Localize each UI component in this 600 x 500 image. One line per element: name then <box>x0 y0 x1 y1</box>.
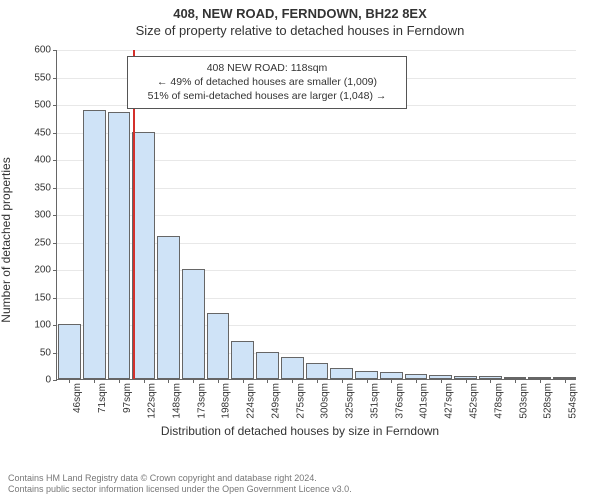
xtick-mark <box>367 379 368 383</box>
xtick-label: 275sqm <box>295 379 306 419</box>
ytick-label: 600 <box>34 45 57 56</box>
xtick-mark <box>540 379 541 383</box>
xtick-label: 300sqm <box>320 379 331 419</box>
xtick-mark <box>292 379 293 383</box>
xtick-label: 198sqm <box>221 379 232 419</box>
xtick-mark <box>515 379 516 383</box>
xtick-mark <box>441 379 442 383</box>
xtick-label: 401sqm <box>419 379 430 419</box>
infobox-line1: 408 NEW ROAD: 118sqm <box>136 61 398 75</box>
bar <box>281 357 304 379</box>
xtick-mark <box>144 379 145 383</box>
infobox-line3: 51% of semi-detached houses are larger (… <box>136 89 398 103</box>
xtick-label: 478sqm <box>493 379 504 419</box>
xtick-mark <box>416 379 417 383</box>
ytick-label: 450 <box>34 127 57 138</box>
bar <box>83 110 106 380</box>
infobox-line2: ← 49% of detached houses are smaller (1,… <box>136 75 398 89</box>
bar <box>132 132 155 380</box>
ytick-label: 200 <box>34 265 57 276</box>
xtick-label: 325sqm <box>345 379 356 419</box>
ytick-label: 500 <box>34 100 57 111</box>
xtick-mark <box>243 379 244 383</box>
xtick-mark <box>168 379 169 383</box>
xtick-label: 503sqm <box>518 379 529 419</box>
page-title: 408, NEW ROAD, FERNDOWN, BH22 8EX <box>0 0 600 21</box>
bar <box>182 269 205 379</box>
bar <box>108 112 131 379</box>
bar <box>355 371 378 379</box>
bar <box>256 352 279 380</box>
xtick-label: 452sqm <box>469 379 480 419</box>
xtick-mark <box>490 379 491 383</box>
y-axis-label: Number of detached properties <box>0 157 13 322</box>
ytick-label: 150 <box>34 292 57 303</box>
xtick-mark <box>565 379 566 383</box>
xtick-label: 351sqm <box>370 379 381 419</box>
xtick-label: 427sqm <box>444 379 455 419</box>
bar <box>207 313 230 379</box>
plot-area: 05010015020025030035040045050055060046sq… <box>56 50 576 380</box>
xtick-label: 122sqm <box>147 379 158 419</box>
xtick-label: 224sqm <box>246 379 257 419</box>
xtick-mark <box>342 379 343 383</box>
xtick-label: 46sqm <box>72 379 83 413</box>
xtick-label: 528sqm <box>543 379 554 419</box>
footer: Contains HM Land Registry data © Crown c… <box>8 473 592 496</box>
xtick-mark <box>218 379 219 383</box>
xtick-label: 148sqm <box>171 379 182 419</box>
xtick-label: 376sqm <box>394 379 405 419</box>
xtick-label: 97sqm <box>122 379 133 413</box>
ytick-label: 550 <box>34 72 57 83</box>
footer-line2: Contains public sector information licen… <box>8 484 592 496</box>
xtick-mark <box>267 379 268 383</box>
ytick-label: 300 <box>34 210 57 221</box>
xtick-mark <box>94 379 95 383</box>
xtick-label: 71sqm <box>97 379 108 413</box>
ytick-label: 50 <box>40 347 57 358</box>
xtick-mark <box>466 379 467 383</box>
ytick-label: 350 <box>34 182 57 193</box>
xtick-mark <box>317 379 318 383</box>
ytick-label: 400 <box>34 155 57 166</box>
xtick-mark <box>391 379 392 383</box>
bar <box>157 236 180 379</box>
page-subtitle: Size of property relative to detached ho… <box>0 21 600 38</box>
chart-container: Number of detached properties 0501001502… <box>0 40 600 440</box>
bar <box>306 363 329 380</box>
ytick-label: 100 <box>34 320 57 331</box>
x-axis-label: Distribution of detached houses by size … <box>0 424 600 438</box>
bar <box>231 341 254 380</box>
ytick-label: 250 <box>34 237 57 248</box>
info-box: 408 NEW ROAD: 118sqm ← 49% of detached h… <box>127 56 407 109</box>
xtick-label: 554sqm <box>568 379 579 419</box>
xtick-mark <box>69 379 70 383</box>
bar <box>58 324 81 379</box>
ytick-label: 0 <box>45 375 57 386</box>
xtick-mark <box>119 379 120 383</box>
xtick-mark <box>193 379 194 383</box>
bar <box>380 372 403 379</box>
bar <box>330 368 353 379</box>
xtick-label: 249sqm <box>270 379 281 419</box>
xtick-label: 173sqm <box>196 379 207 419</box>
footer-line1: Contains HM Land Registry data © Crown c… <box>8 473 592 485</box>
